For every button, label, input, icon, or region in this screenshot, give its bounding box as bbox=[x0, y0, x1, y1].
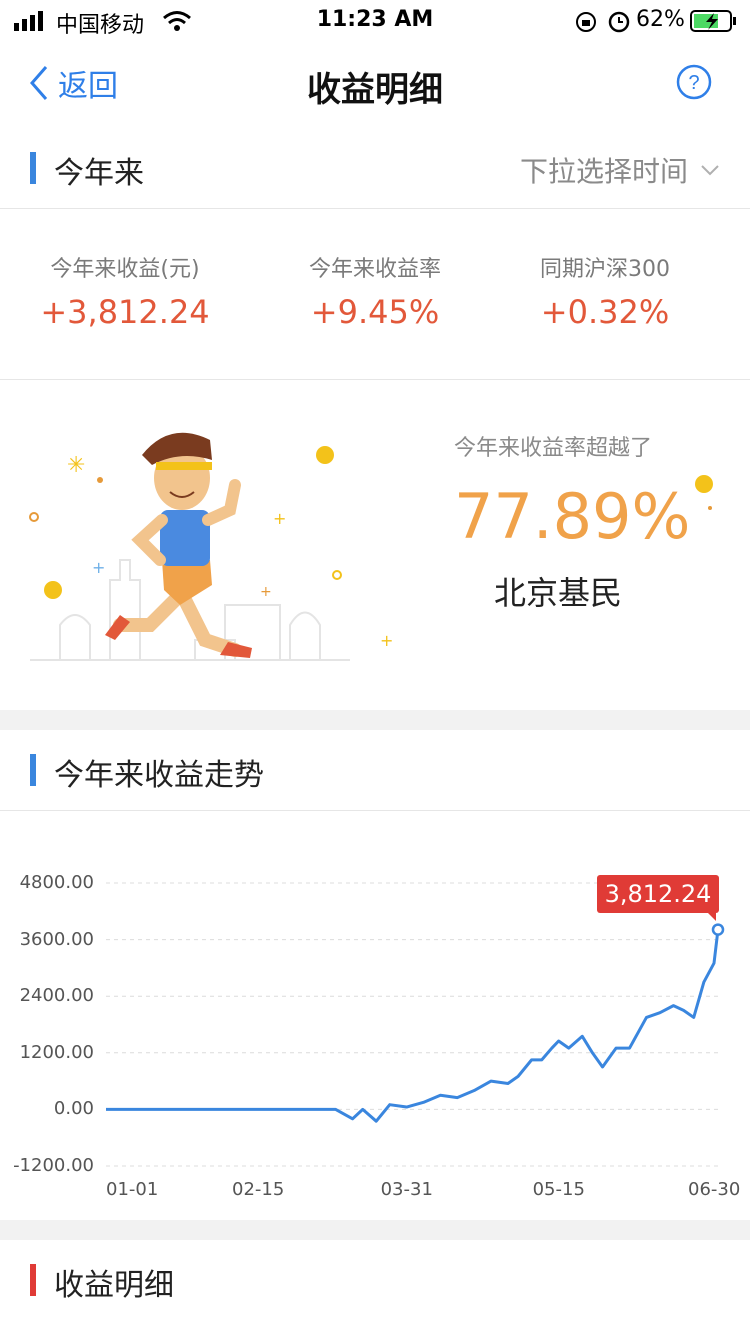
stat-value: +3,812.24 bbox=[40, 293, 210, 331]
divider bbox=[0, 208, 750, 209]
runner-illustration: ✳ + + + + bbox=[29, 432, 393, 661]
x-tick-label: 01-01 bbox=[106, 1179, 159, 1200]
ranking-banner: ✳ + + + + 今年来收益率超越了 77.89% 北京基民 bbox=[0, 380, 750, 710]
carrier-label: 中国移动 bbox=[56, 13, 145, 38]
stats-panel: 今年来收益(元) +3,812.24 今年来收益率 +9.45% 同期沪深300… bbox=[0, 209, 750, 379]
period-title: 今年来 bbox=[54, 156, 144, 191]
battery-percent: 62% bbox=[636, 7, 685, 32]
rank-group: 北京基民 bbox=[494, 574, 623, 612]
rank-caption: 今年来收益率超越了 bbox=[454, 436, 653, 461]
x-tick-label: 05-15 bbox=[532, 1179, 585, 1200]
x-tick-label: 03-31 bbox=[380, 1179, 433, 1200]
trend-section: 今年来收益走势 bbox=[0, 730, 750, 810]
back-label: 返回 bbox=[58, 69, 118, 104]
status-bar: 中国移动 11:23 AM 62% bbox=[0, 0, 750, 40]
y-tick-label: -1200.00 bbox=[13, 1155, 94, 1176]
tooltip-pointer bbox=[708, 913, 716, 921]
svg-text:✳: ✳ bbox=[67, 453, 85, 478]
last-point-marker[interactable] bbox=[711, 923, 725, 936]
status-time: 11:23 AM bbox=[316, 7, 434, 32]
y-tick-label: 0.00 bbox=[53, 1098, 94, 1120]
time-picker[interactable]: 下拉选择时间 bbox=[520, 150, 720, 190]
stat-ytd-rate: 今年来收益率 +9.45% bbox=[250, 251, 500, 331]
battery-icon bbox=[690, 10, 736, 32]
svg-text:+: + bbox=[260, 584, 272, 600]
time-picker-label: 下拉选择时间 bbox=[519, 155, 688, 188]
x-tick-label: 06-30 bbox=[688, 1179, 741, 1200]
rotation-lock-icon bbox=[576, 12, 596, 32]
divider bbox=[0, 379, 750, 380]
stat-value: +9.45% bbox=[310, 293, 440, 331]
chevron-left-icon bbox=[30, 66, 48, 100]
stat-benchmark: 同期沪深300 +0.32% bbox=[480, 251, 730, 331]
stat-label: 今年来收益率 bbox=[308, 257, 441, 282]
nav-bar: 返回 收益明细 ? bbox=[0, 40, 750, 128]
trend-chart: 4800.00 3600.00 2400.00 1200.00 0.00 -1200.00… bbox=[0, 811, 750, 1220]
alarm-icon bbox=[608, 11, 630, 33]
y-tick-label: 4800.00 bbox=[19, 872, 94, 893]
rank-percent: 77.89% bbox=[454, 480, 691, 553]
page-title: 收益明细 bbox=[307, 70, 443, 110]
line-chart bbox=[106, 882, 725, 1167]
coin-icon bbox=[695, 475, 713, 510]
detail-title: 收益明细 bbox=[54, 1268, 174, 1303]
stat-ytd-profit: 今年来收益(元) +3,812.24 bbox=[0, 251, 250, 331]
divider bbox=[0, 810, 750, 811]
section-marker bbox=[30, 152, 36, 184]
chevron-down-icon bbox=[701, 165, 719, 176]
period-section: 今年来 下拉选择时间 bbox=[0, 128, 750, 208]
svg-text:?: ? bbox=[688, 72, 699, 94]
section-marker bbox=[30, 754, 36, 786]
x-tick-label: 02-15 bbox=[232, 1179, 285, 1200]
wifi-icon bbox=[163, 11, 191, 31]
section-marker bbox=[30, 1264, 36, 1296]
stat-value: +0.32% bbox=[540, 293, 670, 331]
svg-text:+: + bbox=[92, 558, 105, 577]
svg-text:+: + bbox=[380, 631, 393, 650]
series-line bbox=[106, 929, 720, 1123]
back-button[interactable]: 返回 bbox=[28, 60, 118, 106]
y-tick-label: 3600.00 bbox=[19, 928, 94, 950]
value-tooltip: 3,812.24 bbox=[597, 875, 719, 913]
svg-text:+: + bbox=[273, 509, 286, 528]
signal-icon bbox=[14, 11, 43, 31]
detail-section: 收益明细 bbox=[0, 1240, 750, 1334]
stat-label: 同期沪深300 bbox=[540, 257, 670, 282]
help-icon[interactable]: ? bbox=[676, 64, 712, 100]
y-tick-label: 2400.00 bbox=[19, 985, 94, 1007]
stat-label: 今年来收益(元) bbox=[50, 257, 200, 282]
y-tick-label: 1200.00 bbox=[19, 1041, 94, 1063]
trend-title: 今年来收益走势 bbox=[54, 758, 264, 793]
